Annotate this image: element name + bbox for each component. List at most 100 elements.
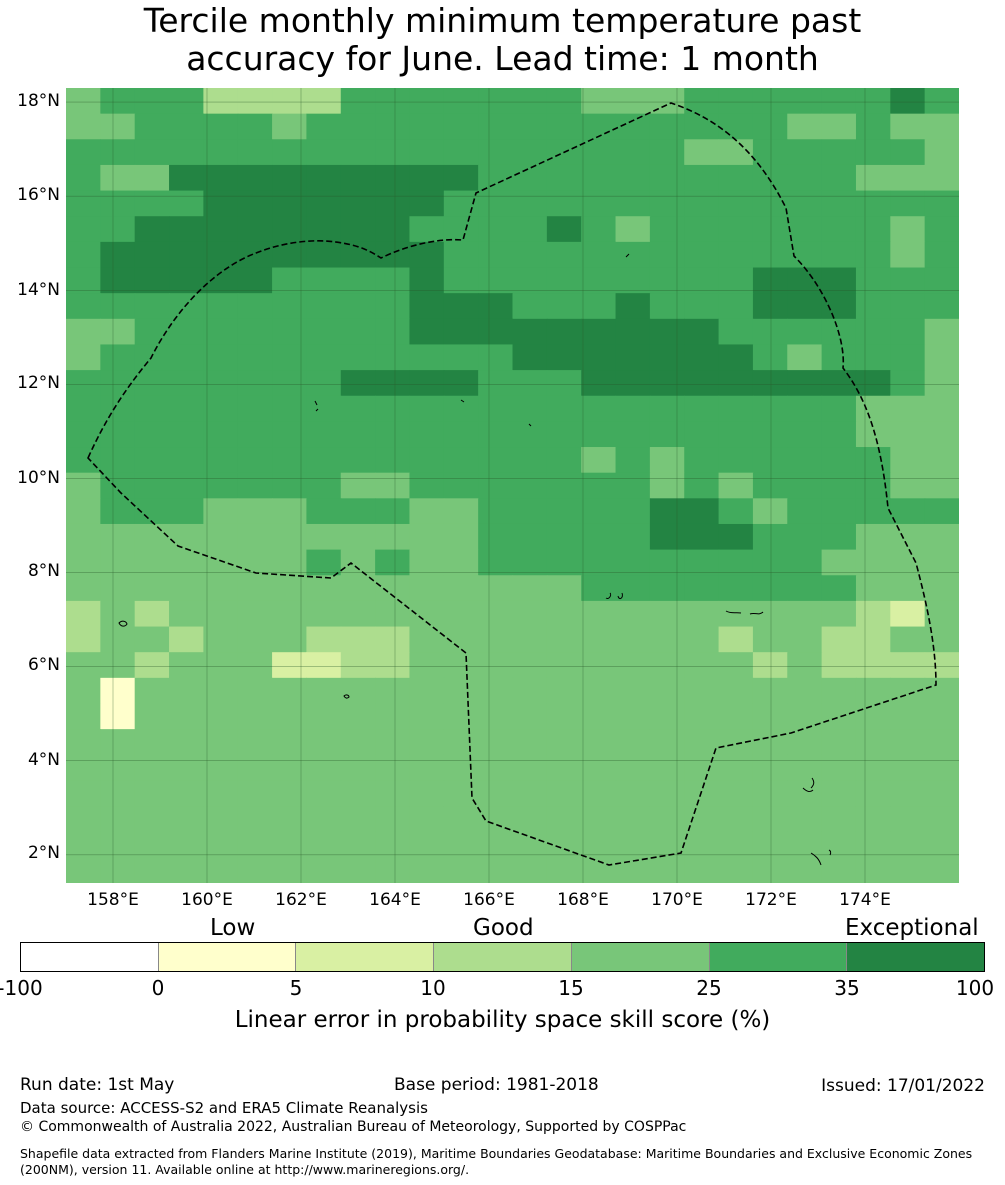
grid-cell — [306, 421, 342, 448]
grid-cell — [581, 523, 617, 551]
grid-cell — [787, 344, 823, 371]
grid-cell — [649, 523, 685, 551]
map-canvas — [66, 88, 959, 883]
grid-cell — [100, 293, 136, 320]
grid-cell — [272, 754, 308, 782]
grid-cell — [615, 370, 651, 397]
grid-cell — [890, 652, 926, 679]
grid-cell — [752, 113, 788, 140]
grid-cell — [890, 164, 926, 192]
grid-cell — [581, 88, 617, 115]
grid-cell — [375, 293, 411, 320]
grid-cell — [100, 703, 136, 730]
grid-cell — [684, 190, 720, 217]
grid-cell — [478, 421, 514, 448]
grid-cell — [169, 370, 204, 397]
grid-cell — [443, 113, 479, 140]
colorbar-segment-7 — [847, 943, 985, 971]
grid-cell — [890, 318, 926, 346]
grid-cell — [924, 139, 959, 166]
grid-cell — [684, 575, 720, 602]
grid-cell — [649, 677, 685, 705]
grid-cell — [546, 113, 582, 140]
grid-cell — [169, 88, 204, 115]
grid-cell — [375, 575, 411, 602]
colorbar-segment-3 — [296, 943, 435, 971]
grid-cell — [615, 754, 651, 782]
grid-cell — [237, 241, 273, 269]
grid-cell — [890, 370, 926, 397]
grid-cell — [924, 729, 959, 756]
grid-cell — [237, 344, 273, 371]
grid-cell — [890, 549, 926, 576]
grid-cell — [890, 447, 926, 474]
grid-cell — [66, 729, 101, 756]
grid-cell — [787, 626, 823, 653]
grid-cell — [615, 344, 651, 371]
grid-cell — [787, 549, 823, 576]
grid-cell — [134, 113, 170, 140]
grid-cell — [752, 370, 788, 397]
grid-cell — [855, 318, 891, 346]
grid-cell — [134, 729, 170, 756]
grid-cell — [272, 780, 308, 807]
grid-cell — [340, 139, 376, 166]
grid-cell — [787, 472, 823, 499]
grid-cell — [478, 293, 514, 320]
grid-cell — [649, 344, 685, 371]
grid-cell — [546, 754, 582, 782]
grid-cell — [684, 293, 720, 320]
grid-cell — [855, 447, 891, 474]
grid-cell — [615, 267, 651, 294]
grid-cell — [924, 370, 959, 397]
grid-cell — [890, 344, 926, 371]
grid-cell — [237, 857, 273, 883]
grid-cell — [649, 421, 685, 448]
grid-cell — [169, 626, 204, 653]
grid-cell — [684, 447, 720, 474]
lat-tick-18: 18°N — [17, 91, 60, 111]
grid-cell — [718, 344, 754, 371]
grid-cell — [340, 88, 376, 115]
grid-cell — [134, 626, 170, 653]
grid-cell — [237, 190, 273, 217]
grid-cell — [134, 164, 170, 192]
grid-cell — [890, 241, 926, 269]
grid-cell — [890, 575, 926, 602]
lat-tick-16: 16°N — [17, 185, 60, 205]
grid-cell — [340, 729, 376, 756]
grid-cell — [169, 164, 204, 192]
grid-cell — [924, 472, 959, 499]
grid-cell — [375, 267, 411, 294]
grid-cell — [684, 754, 720, 782]
skill-score-map[interactable] — [66, 88, 959, 883]
grid-cell — [821, 139, 857, 166]
grid-cell — [718, 523, 754, 551]
grid-cell — [443, 549, 479, 576]
grid-cell — [581, 267, 617, 294]
grid-cell — [375, 472, 411, 499]
grid-cell — [752, 729, 788, 756]
grid-cell — [443, 523, 479, 551]
grid-cell — [66, 88, 101, 115]
grid-cell — [169, 498, 204, 525]
grid-cell — [443, 857, 479, 883]
grid-cell — [340, 447, 376, 474]
grid-cell — [546, 652, 582, 679]
grid-cell — [752, 806, 788, 833]
colorbar-segment-4 — [434, 943, 572, 971]
grid-cell — [684, 113, 720, 140]
grid-cell — [66, 344, 101, 371]
grid-cell — [134, 267, 170, 294]
grid-cell — [512, 216, 548, 243]
grid-cell — [718, 370, 754, 397]
grid-cell — [306, 729, 342, 756]
grid-cell — [134, 447, 170, 474]
grid-cell — [203, 780, 239, 807]
colorbar-label-exceptional: Exceptional — [845, 915, 979, 941]
grid-cell — [924, 831, 959, 858]
grid-cell — [821, 267, 857, 294]
grid-cell — [546, 677, 582, 705]
grid-cell — [134, 370, 170, 397]
grid-cell — [924, 575, 959, 602]
